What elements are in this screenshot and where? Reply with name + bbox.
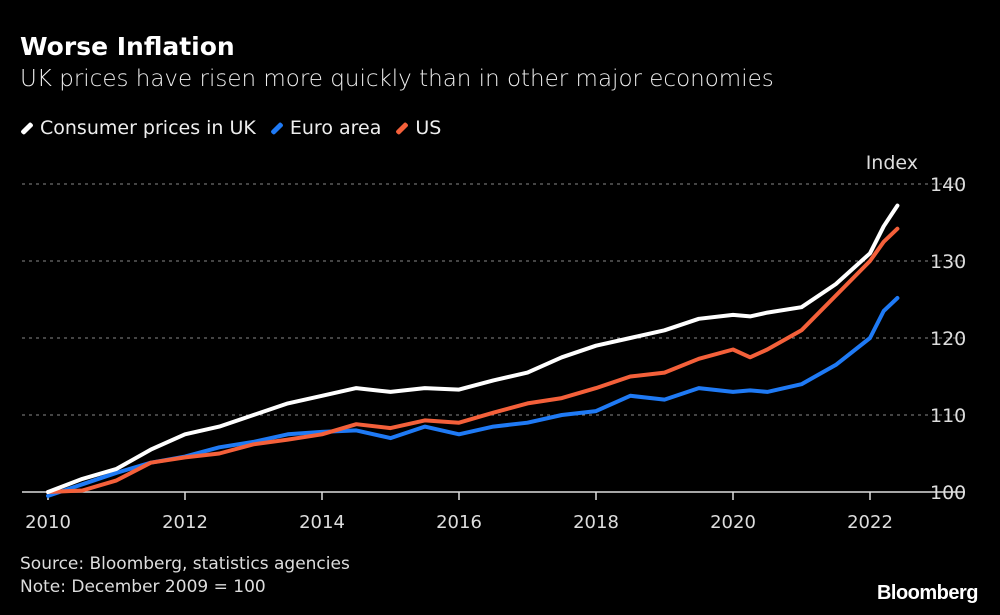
x-tick-label: 2016	[436, 512, 482, 533]
y-tick-label: 130	[930, 251, 966, 273]
legend-item: US	[395, 117, 441, 139]
series-line-euro-area	[46, 296, 900, 498]
y-tick-label: 110	[930, 405, 966, 427]
legend-label: Consumer prices in UK	[40, 117, 256, 139]
chart-subtitle: UK prices have risen more quickly than i…	[20, 66, 774, 92]
legend-label: US	[415, 117, 442, 139]
series-line-consumer-prices-in-uk	[46, 203, 900, 494]
x-tick-label: 2010	[25, 512, 71, 533]
legend: Consumer prices in UK Euro area US	[20, 117, 441, 139]
x-tick-label: 2012	[162, 512, 208, 533]
footnote: Note: December 2009 = 100	[20, 577, 266, 597]
legend-label: Euro area	[289, 117, 382, 139]
source-note: Source: Bloomberg, statistics agencies	[20, 554, 350, 574]
legend-item: Euro area	[270, 117, 381, 139]
chart-title: Worse Inflation	[20, 32, 235, 61]
y-tick-label: 140	[930, 174, 966, 196]
x-tick-label: 2018	[573, 512, 619, 533]
legend-item: Consumer prices in UK	[20, 117, 256, 139]
y-tick-label: 120	[930, 328, 966, 350]
y-axis-label: Index	[866, 152, 918, 174]
x-tick-label: 2014	[299, 512, 345, 533]
x-tick-label: 2020	[710, 512, 756, 533]
y-tick-label: 100	[930, 482, 966, 504]
series-line-us	[46, 226, 900, 494]
x-tick-label: 2022	[847, 512, 893, 533]
bloomberg-logo: Bloomberg	[876, 582, 979, 604]
